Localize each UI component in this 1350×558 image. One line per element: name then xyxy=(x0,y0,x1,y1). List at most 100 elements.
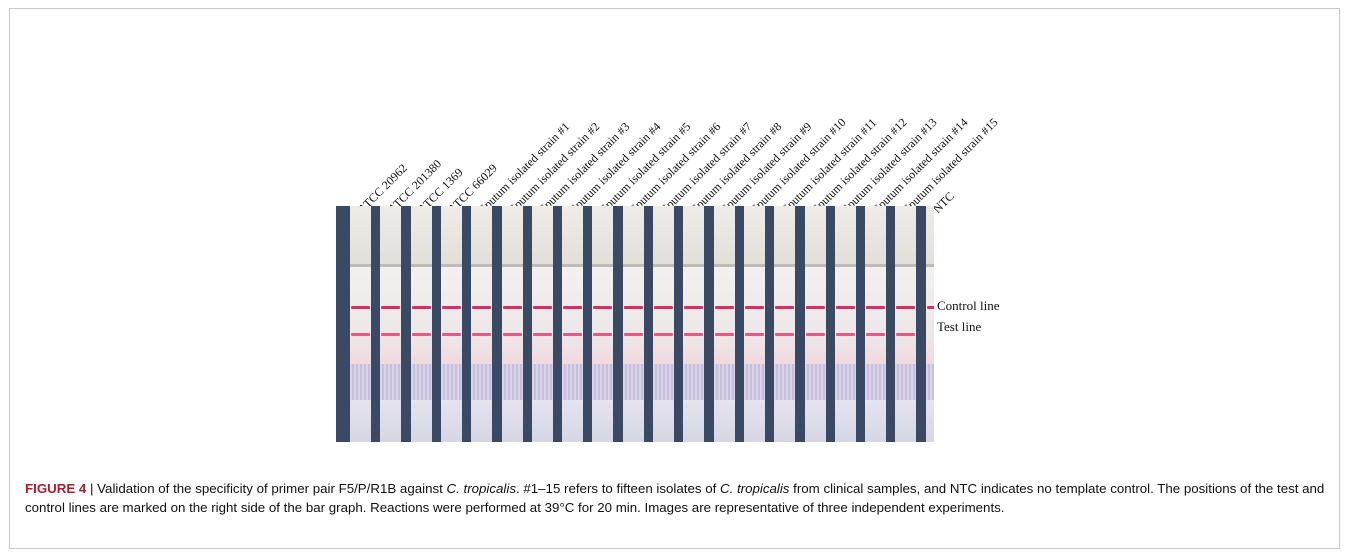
strip-sample-pad xyxy=(410,364,432,400)
strip-pad xyxy=(653,206,674,266)
strip-seam xyxy=(410,264,432,267)
strip-absorbent-pad xyxy=(865,400,887,442)
strip-pad xyxy=(804,206,826,266)
strip-seam xyxy=(895,264,917,267)
strip-membrane xyxy=(410,267,432,364)
strip-sample-pad xyxy=(925,364,934,400)
strip-pad xyxy=(380,206,402,266)
strip-seam xyxy=(350,264,371,267)
control-line xyxy=(926,306,934,309)
strip-seam xyxy=(774,264,796,267)
strip-pad xyxy=(562,206,584,266)
test-strip xyxy=(713,206,735,442)
strip-sample-pad xyxy=(713,364,735,400)
strip-pad xyxy=(592,206,614,266)
strip-sample-pad xyxy=(531,364,553,400)
test-strip xyxy=(743,206,765,442)
test-line xyxy=(381,333,401,336)
strip-absorbent-pad xyxy=(380,400,402,442)
test-strip xyxy=(350,206,371,442)
control-line xyxy=(805,306,825,309)
control-line xyxy=(563,306,583,309)
strip-pad xyxy=(350,206,371,266)
strip-pad xyxy=(531,206,553,266)
strip-membrane xyxy=(350,267,371,364)
strip-membrane xyxy=(713,267,735,364)
test-line xyxy=(623,333,643,336)
strip-pad xyxy=(683,206,705,266)
strip-absorbent-pad xyxy=(471,400,493,442)
strip-sample-pad xyxy=(471,364,493,400)
strip-seam xyxy=(380,264,402,267)
figure-caption: FIGURE 4 | Validation of the specificity… xyxy=(25,479,1325,517)
strip-sample-pad xyxy=(683,364,705,400)
test-line xyxy=(472,333,492,336)
control-line xyxy=(623,306,643,309)
strip-absorbent-pad xyxy=(501,400,523,442)
test-line xyxy=(563,333,583,336)
control-line xyxy=(351,306,370,309)
strip-seam xyxy=(834,264,856,267)
control-line xyxy=(532,306,552,309)
control-line xyxy=(654,306,673,309)
test-strip xyxy=(531,206,553,442)
strip-pad xyxy=(410,206,432,266)
caption-species-2: C. tropicalis xyxy=(720,481,790,496)
test-line xyxy=(775,333,795,336)
strip-seam xyxy=(713,264,735,267)
strip-absorbent-pad xyxy=(562,400,584,442)
test-line xyxy=(835,333,855,336)
control-line xyxy=(714,306,734,309)
strip-sample-pad xyxy=(380,364,402,400)
strip-pad xyxy=(774,206,796,266)
test-strip xyxy=(925,206,934,442)
strip-sample-pad xyxy=(562,364,584,400)
strip-seam xyxy=(531,264,553,267)
caption-separator: | xyxy=(86,481,98,496)
control-line xyxy=(593,306,613,309)
strip-pad xyxy=(501,206,523,266)
strip-seam xyxy=(865,264,887,267)
strip-sample-pad xyxy=(834,364,856,400)
strip-seam xyxy=(501,264,523,267)
lateral-flow-strips-photo xyxy=(336,206,934,442)
strip-membrane xyxy=(925,267,934,364)
strip-pad xyxy=(471,206,493,266)
strip-absorbent-pad xyxy=(653,400,674,442)
strip-sample-pad xyxy=(804,364,826,400)
strip-membrane xyxy=(531,267,553,364)
strip-pad xyxy=(440,206,462,266)
strip-pad xyxy=(834,206,856,266)
test-line xyxy=(593,333,613,336)
strip-absorbent-pad xyxy=(713,400,735,442)
strip-seam xyxy=(653,264,674,267)
strip-membrane xyxy=(743,267,765,364)
test-strip xyxy=(834,206,856,442)
test-strip xyxy=(622,206,644,442)
strip-absorbent-pad xyxy=(834,400,856,442)
control-line xyxy=(684,306,704,309)
strip-absorbent-pad xyxy=(622,400,644,442)
figure-frame xyxy=(9,8,1340,549)
strip-absorbent-pad xyxy=(925,400,934,442)
control-line xyxy=(502,306,522,309)
test-line xyxy=(654,333,673,336)
figure-number: FIGURE 4 xyxy=(25,481,87,496)
control-line xyxy=(744,306,764,309)
strip-membrane xyxy=(440,267,462,364)
test-line xyxy=(532,333,552,336)
test-line xyxy=(744,333,764,336)
strip-membrane xyxy=(895,267,917,364)
control-line xyxy=(775,306,795,309)
test-strip xyxy=(653,206,674,442)
test-strip xyxy=(895,206,917,442)
test-line xyxy=(896,333,916,336)
test-strip xyxy=(380,206,402,442)
strip-sample-pad xyxy=(865,364,887,400)
control-line xyxy=(835,306,855,309)
strip-membrane xyxy=(471,267,493,364)
test-strip xyxy=(774,206,796,442)
strip-pad xyxy=(895,206,917,266)
strip-pad xyxy=(713,206,735,266)
strip-membrane xyxy=(562,267,584,364)
